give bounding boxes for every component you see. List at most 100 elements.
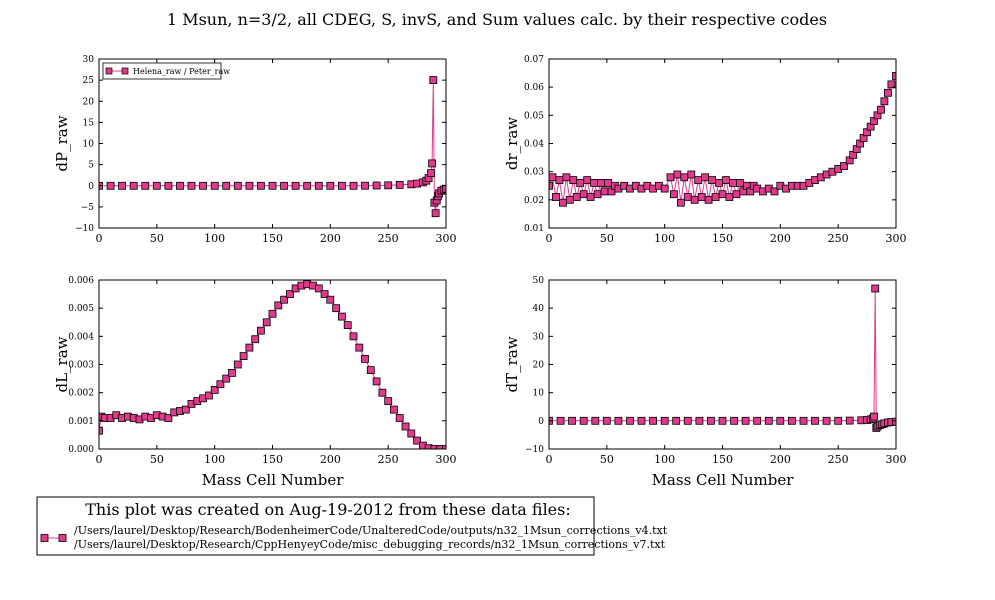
chart-dL-point <box>99 426 103 435</box>
chart-dP-legend-marker <box>105 67 113 75</box>
chart-dT-point <box>871 284 880 293</box>
chart-dP-point <box>199 181 208 190</box>
chart-dL-point <box>401 422 410 431</box>
chart-dL-point <box>395 414 404 422</box>
chart-dr-series <box>549 72 896 207</box>
chart-dT-ytick-label: 50 <box>533 276 545 286</box>
chart-dL-point <box>314 284 323 293</box>
chart-dP-ytick-label: −5 <box>81 203 95 213</box>
chart-dP-point <box>427 169 435 178</box>
chart-dr-point <box>687 170 696 179</box>
chart-dL-point <box>349 332 358 341</box>
chart-dL-point <box>251 335 260 344</box>
chart-dT-point <box>672 416 681 425</box>
chart-dL-point <box>366 366 375 375</box>
chart-dL-point <box>245 343 254 352</box>
chart-dr-point <box>770 187 779 196</box>
chart-dr-point <box>593 190 602 199</box>
chart-dr-point <box>583 176 592 185</box>
chart-dP-point <box>268 181 277 190</box>
chart-dr-frame <box>548 58 897 229</box>
chart-dP-point <box>141 181 150 190</box>
chart-dP-frame <box>98 58 447 229</box>
note-title: This plot was created on Aug-19-2012 fro… <box>85 500 571 519</box>
chart-dr-ytick-label: 0.03 <box>524 168 544 178</box>
chart-dP-legend-frame <box>102 62 222 80</box>
chart-dP-point <box>349 181 358 190</box>
chart-dL-point <box>233 360 242 369</box>
chart-dL-xtick-label: 50 <box>150 453 164 466</box>
chart-dT-point <box>602 416 611 425</box>
chart-dP-point <box>256 181 265 190</box>
chart-dT-point <box>822 416 831 425</box>
chart-dL-point <box>436 445 445 449</box>
chart-dP-point <box>442 184 446 193</box>
chart-dT-xtick-label: 250 <box>828 453 849 466</box>
chart-dr-point <box>718 190 727 199</box>
chart-dL-xlabel: Mass Cell Number <box>202 471 345 489</box>
chart-dT-point <box>741 416 750 425</box>
chart-dL-point <box>210 385 219 394</box>
chart-dr-point <box>660 184 669 193</box>
chart-dP-point <box>210 181 219 190</box>
chart-dT-xtick-label: 0 <box>546 453 553 466</box>
chart-dr-point <box>673 170 682 179</box>
chart-dP-point <box>372 181 381 190</box>
chart-dT-point <box>579 416 588 425</box>
chart-dT-ytick-label: −10 <box>525 445 544 455</box>
chart-dr-ylabel: dr_raw <box>503 117 521 170</box>
chart-dP-xtick-label: 200 <box>320 232 341 245</box>
chart-dP-ytick-label: −10 <box>75 224 94 234</box>
chart-dL-point <box>228 368 236 377</box>
chart-dT-point <box>707 416 715 425</box>
chart-dr-ytick-label: 0.07 <box>524 55 544 65</box>
chart-dr-xtick-label: 50 <box>600 232 614 245</box>
chart-dT-point <box>614 416 623 425</box>
chart-dL-point <box>274 301 283 310</box>
chart-dP-point <box>314 181 323 190</box>
chart-dP-point <box>428 159 437 168</box>
chart-dr-point <box>887 80 896 89</box>
chart-dL-point <box>262 318 271 327</box>
chart-dP-xtick-label: 250 <box>378 232 399 245</box>
chart-dr-point <box>597 178 605 187</box>
chart-dT-ytick-label: 0 <box>538 417 544 427</box>
chart-dP-point <box>118 181 126 190</box>
chart-dr-point <box>877 105 885 114</box>
chart-dP-point <box>222 181 231 190</box>
chart-dL-point <box>337 312 346 321</box>
chart-dr-xtick-label: 250 <box>828 232 849 245</box>
chart-dr-point <box>729 178 737 187</box>
chart-dr-point <box>600 187 609 196</box>
chart-dT-point <box>870 412 878 421</box>
chart-dP-xtick-label: 0 <box>96 232 103 245</box>
chart-dT-point <box>660 416 669 425</box>
chart-dr-point <box>555 176 564 185</box>
chart-dL-xtick-label: 100 <box>204 453 225 466</box>
chart-dT-point <box>637 416 646 425</box>
chart-dr-point <box>569 176 578 185</box>
chart-dT-point <box>811 416 819 425</box>
chart-dr-point <box>666 173 675 182</box>
chart-dr-point <box>694 176 703 185</box>
chart-dr-point <box>892 72 896 80</box>
chart-dr-point <box>565 195 574 204</box>
chart-dT-point <box>649 416 657 425</box>
chart-dP-point <box>384 181 393 190</box>
chart-dP-series-line <box>99 80 446 214</box>
chart-dL-ytick-label: 0.000 <box>68 445 94 455</box>
chart-dP-xtick-label: 50 <box>150 232 164 245</box>
chart-dr-ytick-label: 0.01 <box>524 224 544 234</box>
chart-dP-legend-marker <box>121 67 129 75</box>
chart-dr-point <box>708 176 716 185</box>
note-file-1: /Users/laurel/Desktop/Research/Bodenheim… <box>74 524 668 537</box>
chart-dT-series <box>549 284 896 432</box>
chart-dL-point <box>268 309 277 318</box>
chart-dr-point <box>586 193 595 201</box>
chart-dP-point <box>245 181 254 190</box>
chart-dL-point <box>430 445 439 449</box>
panel-dt: 0 50 100 150 200 250 300−1001020304050dT_rawMa… <box>503 276 907 489</box>
chart-dr-ytick-label: 0.06 <box>524 83 544 93</box>
chart-dL-xtick-label: 0 <box>96 453 103 466</box>
chart-dL-point <box>285 290 294 299</box>
